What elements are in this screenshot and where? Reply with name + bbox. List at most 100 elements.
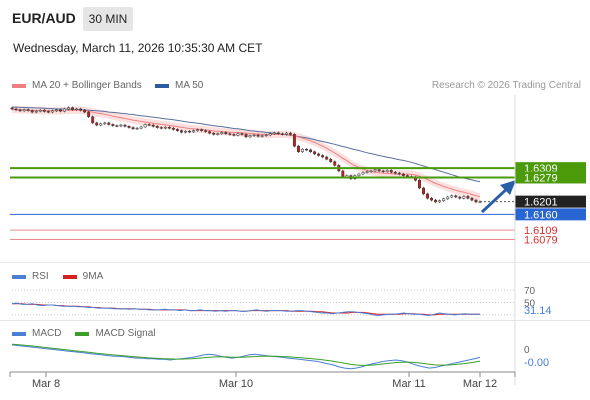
- candle-body: [228, 133, 232, 135]
- candle: [91, 115, 95, 125]
- candle-body: [260, 135, 264, 137]
- candle-body: [280, 133, 284, 135]
- timeframe-button[interactable]: 30 MIN: [83, 7, 133, 31]
- candle: [450, 194, 454, 199]
- candle: [34, 109, 38, 114]
- candle: [426, 192, 430, 200]
- ma50-swatch: [155, 83, 169, 88]
- candle-body: [67, 107, 70, 110]
- candle-body: [83, 109, 87, 113]
- candle-body: [155, 126, 159, 128]
- candle-body: [159, 127, 163, 129]
- candle-body: [18, 109, 22, 112]
- rsi-value-label: 31.14: [524, 305, 552, 317]
- candle: [438, 199, 442, 204]
- candle-body: [305, 149, 308, 151]
- candle: [42, 108, 46, 113]
- candle: [248, 134, 252, 139]
- candle: [30, 109, 34, 114]
- candle-body: [426, 193, 430, 199]
- rsi-line: [11, 302, 480, 317]
- candle-body: [418, 180, 421, 189]
- candle: [107, 121, 111, 126]
- candle: [71, 106, 74, 111]
- candle: [260, 134, 264, 138]
- candle-body: [434, 199, 438, 203]
- last-price-label: 1.6201: [524, 197, 558, 209]
- candle: [14, 107, 18, 112]
- candle: [305, 148, 308, 152]
- candle: [220, 131, 224, 135]
- candle-body: [393, 171, 397, 174]
- candle-body: [341, 170, 345, 178]
- candle: [313, 150, 317, 156]
- candle-body: [276, 132, 280, 135]
- candle: [192, 129, 196, 134]
- macd-zero-label: 0: [524, 345, 530, 356]
- candle-body: [292, 134, 296, 147]
- candle-body: [204, 130, 208, 132]
- candle-body: [111, 124, 115, 126]
- last-price-badge: [515, 195, 586, 208]
- candle: [466, 195, 470, 200]
- candle-body: [58, 109, 62, 112]
- candle-body: [325, 156, 329, 160]
- candle: [329, 157, 333, 163]
- candle: [256, 133, 260, 138]
- candle: [397, 171, 401, 176]
- candle-body: [184, 131, 187, 133]
- candle: [321, 154, 325, 159]
- candle: [280, 132, 284, 136]
- candle-body: [361, 172, 365, 175]
- candle-body: [462, 196, 466, 199]
- candle-body: [54, 109, 58, 112]
- candle-body: [34, 110, 38, 113]
- report-datetime: Wednesday, March 11, 2026 10:35:30 AM CE…: [13, 41, 263, 55]
- candle: [446, 195, 450, 201]
- candle-body: [377, 169, 381, 172]
- candle-body: [46, 111, 50, 113]
- candle: [26, 108, 30, 112]
- macd-signal-line: [11, 343, 481, 366]
- candle-body: [139, 126, 143, 129]
- legend-ma50: MA 50: [155, 80, 203, 91]
- candle-body: [75, 108, 79, 110]
- candle: [155, 125, 159, 129]
- candle: [50, 109, 54, 114]
- candle-body: [474, 199, 478, 203]
- legend-rsi-label: RSI: [32, 271, 49, 282]
- candle: [216, 132, 220, 136]
- candle-body: [107, 122, 111, 125]
- candle-body: [200, 129, 204, 131]
- candle: [188, 130, 191, 134]
- candle: [462, 195, 466, 200]
- candle: [119, 123, 123, 128]
- candle-body: [50, 110, 54, 113]
- x-axis-label: Mar 8: [32, 378, 60, 390]
- candle: [58, 108, 62, 113]
- candle-body: [163, 126, 167, 129]
- candle: [196, 128, 200, 132]
- candle-body: [450, 195, 454, 198]
- candle: [46, 110, 50, 114]
- macd-value-label: -0.00: [524, 357, 549, 369]
- legend-ma20: MA 20 + Bollinger Bands: [12, 80, 142, 91]
- macd-signal-swatch: [75, 331, 90, 336]
- candle: [135, 126, 139, 131]
- candle-body: [42, 109, 46, 112]
- candle-body: [103, 122, 107, 125]
- candle-body: [224, 132, 228, 134]
- candle-body: [385, 170, 389, 172]
- candle-body: [470, 197, 474, 201]
- candle: [18, 108, 22, 113]
- candle-body: [381, 170, 385, 172]
- candle-body: [38, 109, 42, 112]
- candle-body: [127, 126, 131, 128]
- candle: [325, 155, 329, 161]
- candle: [79, 107, 83, 112]
- candle-body: [252, 134, 256, 137]
- candle: [147, 123, 151, 127]
- candle: [252, 133, 256, 137]
- candle-body: [438, 200, 442, 203]
- candle-body: [458, 196, 462, 199]
